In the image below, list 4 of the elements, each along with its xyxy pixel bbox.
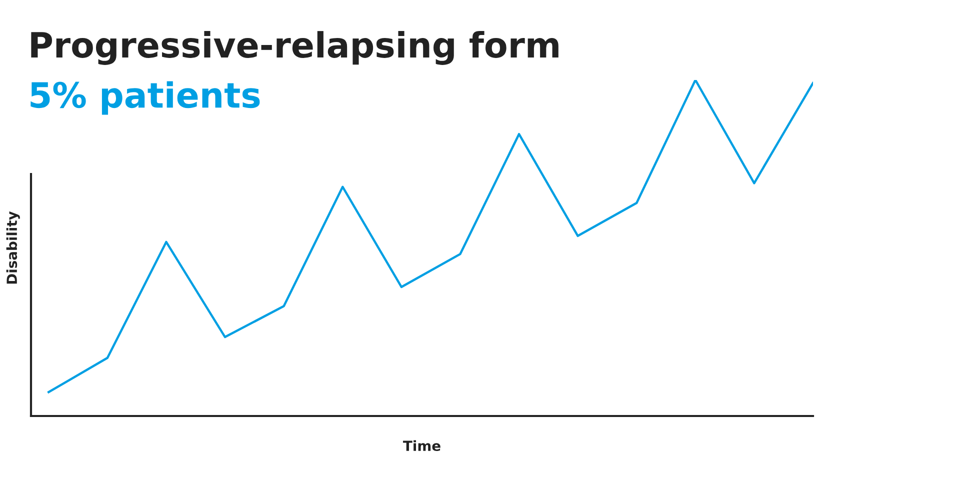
x-axis-title: Time bbox=[403, 440, 440, 452]
chart-title: Progressive-relapsing form bbox=[31, 31, 558, 65]
y-axis-title: Disability bbox=[6, 211, 20, 284]
chart-subtitle: 5% patients bbox=[30, 81, 260, 115]
